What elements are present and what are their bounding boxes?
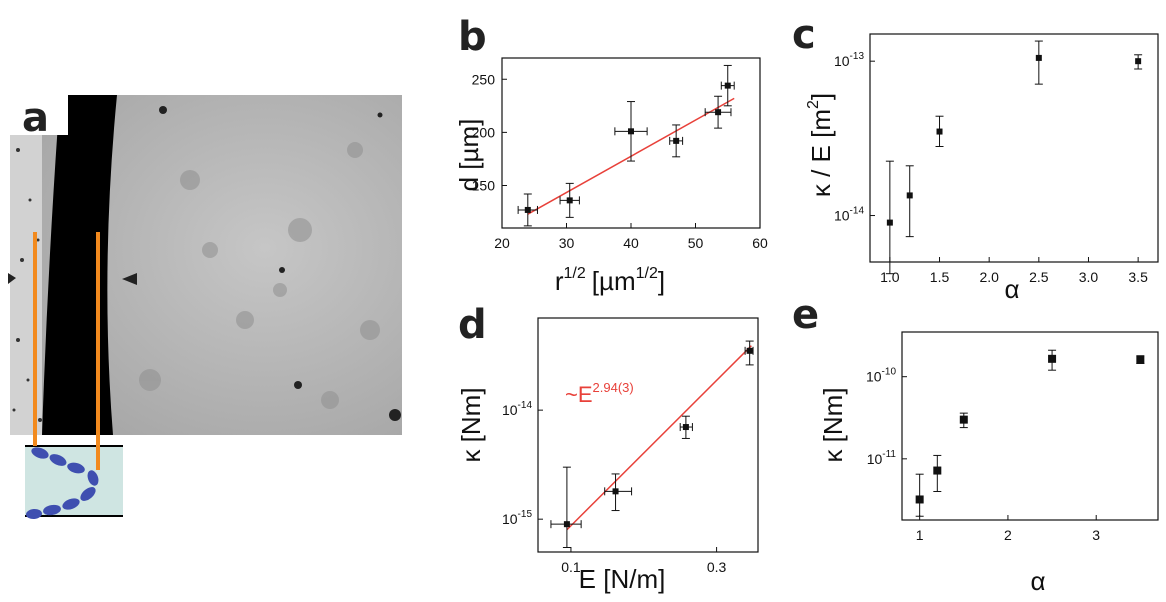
- b-xtick-label: 20: [494, 235, 510, 251]
- b-xtick-label: 40: [623, 235, 639, 251]
- b-ytick-label: 150: [472, 178, 496, 194]
- d-xlabel: E [N/m]: [579, 564, 666, 594]
- d-xtick-label: 0.3: [707, 559, 727, 575]
- b-plot-area: 20 30 40 50 60 150 200 250: [472, 57, 768, 251]
- d-data-point: [612, 488, 619, 495]
- c-plot-area: 1.0 1.5 2.0 2.5 3.0 3.5 10-14 10-13: [834, 33, 1159, 285]
- panel-a-microscope-image: a: [8, 95, 402, 520]
- panel-a-label-box: [10, 95, 68, 135]
- b-data-point: [715, 109, 722, 116]
- e-plot-frame: [901, 331, 1159, 521]
- micrograph-left-strip: [10, 130, 42, 435]
- c-xtick-label: 3.0: [1079, 269, 1099, 285]
- d-ytick-label: 10-15: [502, 509, 532, 527]
- e-ytick-label: 10-10: [866, 367, 896, 385]
- e-xtick-label: 2: [1004, 527, 1012, 543]
- e-data-point: [933, 466, 942, 475]
- c-data-point: [886, 219, 893, 226]
- c-data-point: [936, 128, 943, 135]
- e-xtick-label: 1: [916, 527, 924, 543]
- d-plot-frame: [537, 317, 759, 553]
- b-data-point: [524, 206, 531, 213]
- b-data-point: [628, 128, 634, 135]
- b-xlabel: r1/2 [µm1/2]: [555, 265, 665, 296]
- panel-e-letter: e: [792, 292, 819, 338]
- d-xtick-label: 0.1: [561, 559, 581, 575]
- e-ylabel: κ [Nm]: [818, 387, 848, 462]
- b-data-point: [566, 197, 573, 204]
- c-xlabel: α: [1004, 274, 1019, 300]
- b-ytick-label: 200: [472, 124, 496, 140]
- c-data-point: [1135, 58, 1142, 65]
- b-data-point: [724, 82, 731, 89]
- left-arrow-marker: [8, 273, 16, 284]
- b-xtick-label: 60: [752, 235, 768, 251]
- c-xtick-label: 1.0: [880, 269, 900, 285]
- panel-d-letter: d: [458, 302, 487, 348]
- c-ylabel: κ / E [m2]: [805, 93, 836, 197]
- micrograph-texture: [139, 142, 380, 409]
- c-xtick-label: 3.5: [1128, 269, 1148, 285]
- blue-bead-chain: [26, 447, 99, 520]
- b-ylabel: d [µm]: [454, 119, 484, 192]
- d-annotation: ~E2.94(3): [565, 380, 634, 407]
- chart-c: c κ / E [m2] α 1.0 1.5 2.0 2.5 3.0 3.5 10-14 10…: [792, 12, 1159, 300]
- e-data-point: [915, 495, 924, 504]
- e-plot-area: 1 2 3 10-11 10-10: [866, 331, 1159, 543]
- c-plot-frame: [869, 33, 1159, 263]
- e-data-point: [1048, 354, 1057, 363]
- b-xtick-label: 30: [559, 235, 575, 251]
- c-data-point: [1035, 54, 1042, 61]
- b-xtick-label: 50: [688, 235, 704, 251]
- b-data-point: [673, 137, 680, 144]
- chart-e: e κ [Nm] α 1 2 3 10-11 10-10: [792, 292, 1159, 596]
- c-xtick-label: 2.5: [1029, 269, 1049, 285]
- e-data-point: [959, 415, 968, 424]
- b-axis-labels: d [µm] r1/2 [µm1/2]: [454, 119, 665, 296]
- panel-c-letter: c: [792, 12, 816, 58]
- d-fit-line: [566, 345, 752, 531]
- c-xtick-label: 2.0: [979, 269, 999, 285]
- e-xtick-label: 3: [1092, 527, 1100, 543]
- d-data-point: [682, 424, 689, 431]
- e-data-point: [1136, 355, 1145, 364]
- d-ylabel: κ [Nm]: [456, 387, 486, 462]
- c-xtick-label: 1.5: [930, 269, 950, 285]
- d-ytick-label: 10-14: [502, 400, 532, 418]
- b-ytick-label: 250: [472, 71, 496, 87]
- panel-a-letter: a: [22, 95, 49, 141]
- micrograph-dark-particles: [159, 106, 401, 421]
- micrograph-left-dots: [12, 148, 42, 422]
- c-data-point: [906, 192, 913, 199]
- d-plot-area: 0.1 0.3 10-15 10-14 ~E2.94(3): [502, 317, 759, 575]
- d-data-point: [563, 521, 570, 528]
- right-arrow-marker: [122, 273, 137, 285]
- e-xlabel: α: [1030, 566, 1045, 596]
- d-data-point: [746, 347, 753, 354]
- panel-b-letter: b: [458, 14, 487, 60]
- c-ytick-label: 10-13: [834, 51, 864, 69]
- chart-d: d κ [Nm] E [N/m] 0.1 0.3 10-15 10-14 ~E2.94(…: [456, 302, 759, 594]
- e-ytick-label: 10-11: [867, 449, 897, 467]
- c-ytick-label: 10-14: [834, 206, 864, 224]
- chart-b: b d [µm] r1/2 [µm1/2] 20 30 40 50 60 150 200 250: [454, 14, 768, 296]
